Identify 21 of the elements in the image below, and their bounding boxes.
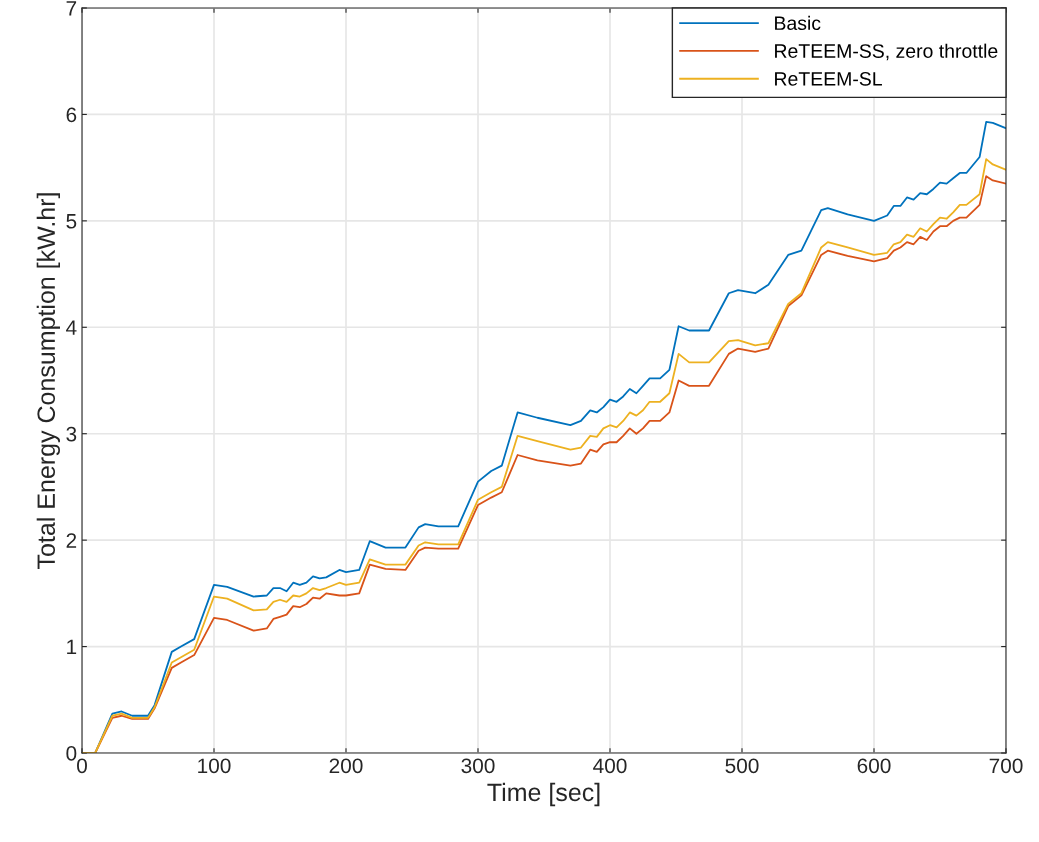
y-tick-label: 3 <box>66 426 77 442</box>
y-axis-title: Total Energy Consumption [kW.hr] <box>36 193 60 569</box>
legend-label: Basic <box>775 15 821 31</box>
x-tick-label: 300 <box>461 758 495 774</box>
y-tick-label: 0 <box>66 746 77 761</box>
x-tick-label: 0 <box>77 758 87 774</box>
legend-label: ReTEEM-SS, zero throttle <box>775 43 998 61</box>
legend-label: ReTEEM-SL <box>775 71 882 86</box>
y-tick-label: 6 <box>66 107 77 123</box>
y-tick-label: 7 <box>66 1 77 16</box>
x-tick-label: 500 <box>725 758 759 774</box>
y-tick-label: 1 <box>67 639 77 655</box>
x-tick-label: 700 <box>989 758 1023 774</box>
y-tick-label: 5 <box>66 214 77 229</box>
x-tick-label: 600 <box>857 758 891 774</box>
y-tick-label: 2 <box>66 533 77 548</box>
x-tick-label: 100 <box>198 758 231 774</box>
x-axis-title: Time [sec] <box>487 782 600 807</box>
x-tick-label: 400 <box>593 758 627 774</box>
x-tick-label: 200 <box>329 758 363 774</box>
y-tick-label: 4 <box>66 320 77 335</box>
